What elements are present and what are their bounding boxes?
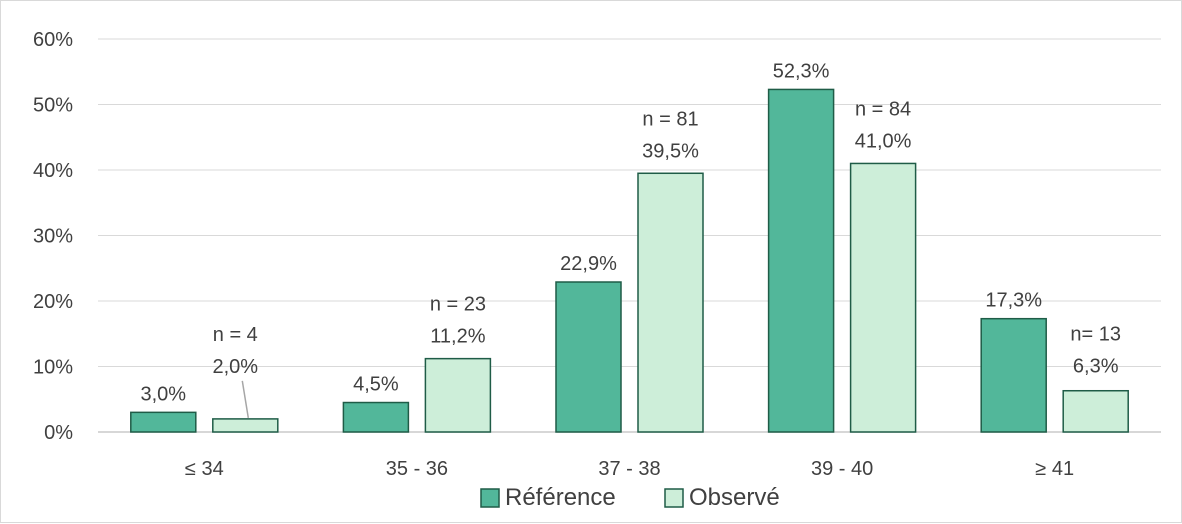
legend-label: Référence [505,484,616,511]
count-label-observed: n = 81 [642,108,698,130]
bar-observed [849,162,917,433]
y-tick-label: 60% [33,29,73,51]
bar-reference [342,401,410,433]
data-label-reference: 4,5% [353,374,399,396]
y-tick-label: 40% [33,160,73,182]
data-label-observed: 11,2% [430,326,485,348]
x-axis-ticks: ≤ 34 35 - 36 37 - 38 39 - 40 ≥ 41 [185,458,1074,480]
bar-reference [555,281,622,433]
data-label-reference: 22,9% [560,253,617,275]
bars [130,88,1129,433]
data-label-reference: 52,3% [773,60,830,82]
count-label-observed: n = 23 [430,294,486,316]
bar-observed [212,418,279,433]
gridlines [98,38,1161,433]
data-label-observed: 6,3% [1073,356,1119,378]
legend-swatch [664,488,684,508]
x-tick-label: 37 - 38 [598,458,660,480]
data-label-observed: 41,0% [855,130,912,152]
y-tick-label: 10% [33,357,73,379]
y-tick-label: 30% [33,226,73,248]
y-tick-label: 0% [44,422,73,444]
bar-reference [767,88,835,433]
bar-observed [424,357,492,433]
legend: Référence Observé [480,484,780,511]
data-label-observed: 39,5% [642,140,699,162]
bar-reference [130,411,197,433]
data-label-reference: 17,3% [985,290,1042,312]
y-tick-label: 50% [33,95,73,117]
legend-label: Observé [689,484,780,511]
count-label-observed: n= 13 [1070,324,1121,346]
x-tick-label: 39 - 40 [811,458,873,480]
legend-swatch [480,488,500,508]
y-tick-label: 20% [33,291,73,313]
x-tick-label: ≤ 34 [185,458,224,480]
x-tick-label: ≥ 41 [1035,458,1074,480]
bar-observed [637,172,704,433]
bar-reference [980,317,1047,433]
count-label-observed: n = 84 [855,98,911,120]
leader-line [241,380,250,419]
bar-observed [1062,389,1129,433]
data-label-observed: 2,0% [213,356,259,378]
data-labels: 3,0% 2,0% n = 4 4,5% 11,2% n = 23 22,9% 39,5% n … [141,60,1121,419]
x-tick-label: 35 - 36 [386,458,448,480]
count-label-observed: n = 4 [213,324,258,346]
data-label-reference: 3,0% [141,383,187,405]
y-axis-ticks: 0% 10% 20% 30% 40% 50% 60% [33,29,73,444]
